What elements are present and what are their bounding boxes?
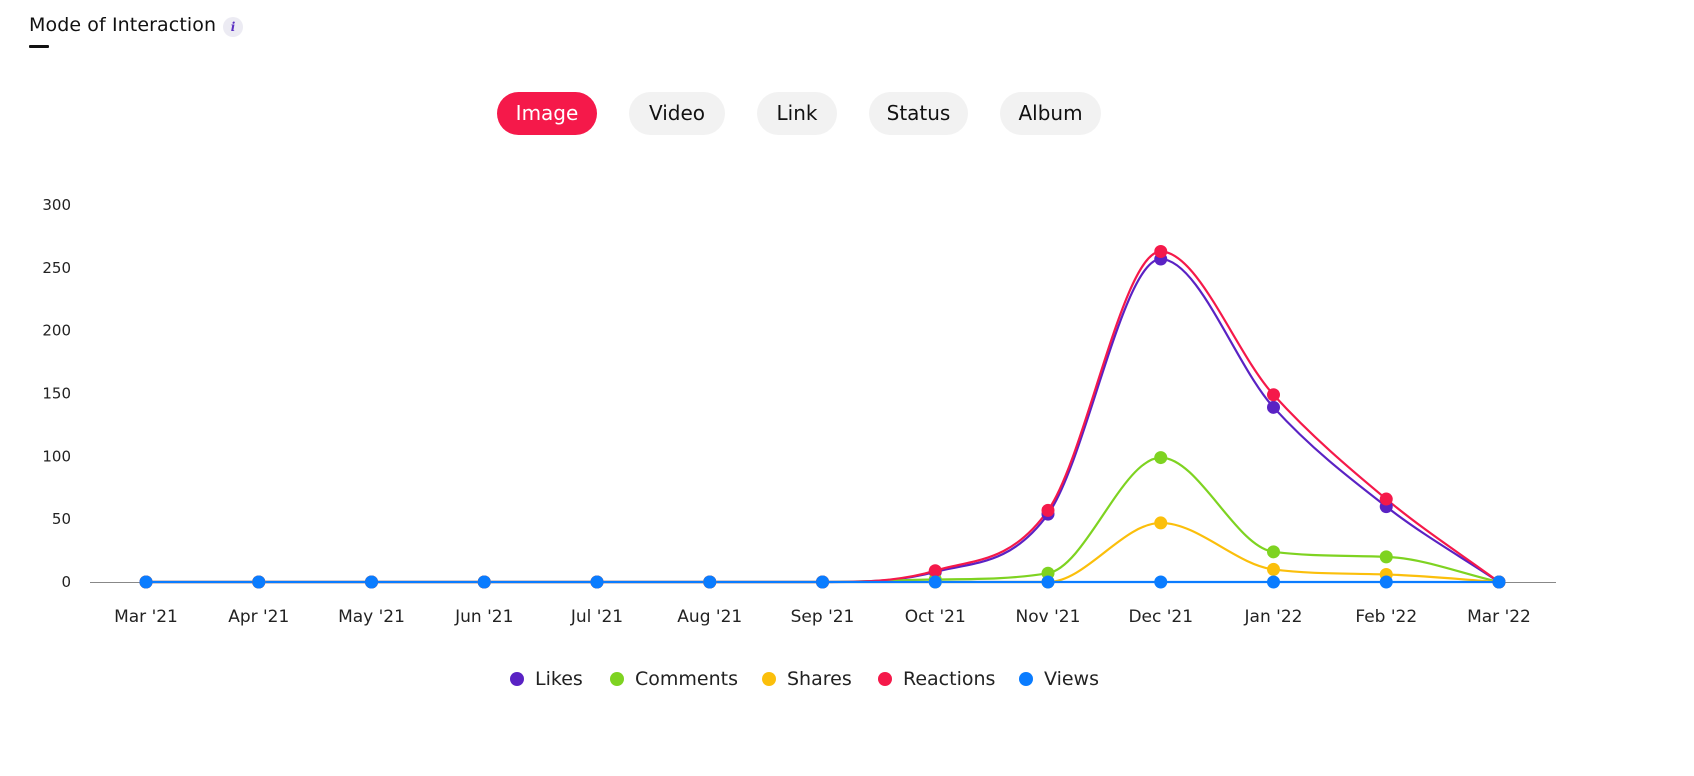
tab-image[interactable]: Image [497, 92, 597, 135]
data-point-views [816, 575, 829, 589]
line-chart: 0 50 100 150 200 250 300 Mar '21 Apr '21 May '21 J… [42, 196, 1556, 627]
x-tick-label: Dec '21 [1128, 607, 1193, 627]
x-tick-label: Jun '21 [454, 607, 513, 627]
x-tick-label: Sep '21 [791, 607, 855, 627]
y-tick-label: 200 [42, 322, 71, 340]
x-tick-label: Nov '21 [1016, 607, 1081, 627]
x-tick-label: Jul '21 [570, 607, 623, 627]
x-tick-label: Oct '21 [905, 607, 966, 627]
data-point-views [1154, 575, 1168, 589]
chart-title: Mode of Interaction [29, 14, 217, 36]
y-tick-label: 150 [42, 385, 71, 403]
data-point-comments [1154, 451, 1168, 465]
legend-dot-likes [510, 672, 524, 686]
series-line-likes [144, 257, 1501, 584]
data-point-views [1492, 575, 1506, 589]
x-tick-label: Apr '21 [228, 607, 289, 627]
legend-label-views: Views [1044, 668, 1099, 690]
data-point-reactions [928, 564, 942, 578]
series-line-comments [144, 456, 1501, 584]
data-point-likes [1267, 400, 1280, 414]
legend-dot-reactions [878, 672, 892, 686]
legend-label-reactions: Reactions [903, 668, 996, 690]
data-point-views [1379, 575, 1393, 589]
x-tick-label: Mar '21 [114, 607, 178, 627]
data-point-views [1267, 575, 1280, 589]
x-tick-label: Jan '22 [1244, 607, 1303, 627]
legend-label-shares: Shares [787, 668, 852, 690]
data-point-comments [1379, 550, 1393, 564]
x-tick-label: Aug '21 [677, 607, 742, 627]
y-tick-label: 50 [52, 510, 71, 528]
data-point-views [477, 575, 491, 589]
data-point-shares [1267, 562, 1280, 576]
tab-album[interactable]: Album [1000, 92, 1101, 135]
data-point-reactions [1267, 388, 1280, 402]
legend-label-comments: Comments [635, 668, 738, 690]
chart-legend: Likes Comments Shares Reactions Views [0, 666, 1694, 692]
tab-status[interactable]: Status [869, 92, 968, 135]
y-tick-label: 0 [61, 573, 71, 591]
tab-video[interactable]: Video [629, 92, 725, 135]
x-tick-label: Mar '22 [1467, 607, 1531, 627]
series-line-shares [144, 521, 1501, 584]
data-point-views [365, 575, 378, 589]
y-tick-label: 100 [42, 447, 71, 465]
data-point-views [590, 575, 604, 589]
y-tick-label: 300 [42, 196, 71, 214]
data-point-views [703, 575, 717, 589]
data-point-views [1041, 575, 1055, 589]
x-tick-label: Feb '22 [1355, 607, 1417, 627]
data-point-reactions [1379, 492, 1393, 506]
info-icon[interactable]: i [223, 17, 243, 37]
data-point-reactions [1041, 503, 1055, 517]
x-tick-label: May '21 [338, 607, 405, 627]
data-point-shares [1154, 516, 1168, 530]
y-tick-label: 250 [42, 259, 71, 277]
data-point-reactions [1154, 244, 1168, 258]
data-point-comments [1267, 545, 1280, 559]
legend-dot-views [1019, 672, 1033, 686]
legend-dot-shares [762, 672, 776, 686]
tab-link[interactable]: Link [757, 92, 837, 135]
data-point-views [139, 575, 153, 589]
series-line-reactions [144, 250, 1501, 584]
data-point-views [252, 575, 266, 589]
title-underline [29, 45, 49, 48]
legend-dot-comments [610, 672, 624, 686]
legend-label-likes: Likes [535, 668, 583, 690]
data-point-views [928, 575, 942, 589]
